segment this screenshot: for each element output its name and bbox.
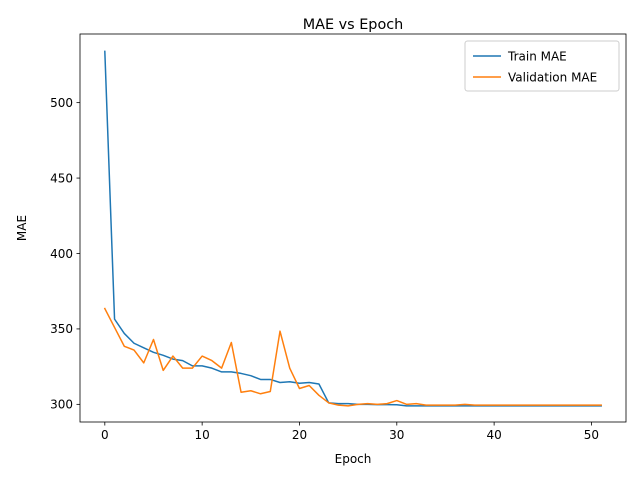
- x-tick-label: 10: [195, 428, 210, 442]
- y-axis-label: MAE: [15, 215, 29, 241]
- axes-frame: [79, 33, 627, 423]
- x-axis-ticks: 0 10 20 30 40 50: [101, 422, 599, 442]
- y-tick-label: 500: [50, 96, 73, 110]
- legend-box: [464, 40, 620, 92]
- y-tick-label: 450: [50, 171, 73, 185]
- x-tick-label: 50: [584, 428, 599, 442]
- legend-label-train-mae: Train MAE: [507, 50, 567, 64]
- legend: Train MAE Validation MAE: [464, 40, 620, 92]
- x-axis-label: Epoch: [335, 452, 372, 466]
- x-tick-label: 30: [389, 428, 404, 442]
- chart-title: MAE vs Epoch: [303, 17, 404, 33]
- x-tick-label: 0: [101, 428, 109, 442]
- y-tick-label: 350: [50, 322, 73, 336]
- y-axis-ticks: 300 350 400 450 500: [50, 96, 80, 412]
- series-line-validation-mae: [103, 307, 602, 407]
- y-tick-label: 400: [50, 247, 73, 261]
- legend-label-validation-mae: Validation MAE: [508, 71, 597, 85]
- y-tick-label: 300: [50, 398, 73, 412]
- x-tick-label: 20: [292, 428, 307, 442]
- x-tick-label: 40: [486, 428, 501, 442]
- plot-area: [80, 34, 626, 422]
- series-layer: [103, 50, 602, 407]
- series-line-train-mae: [104, 50, 602, 407]
